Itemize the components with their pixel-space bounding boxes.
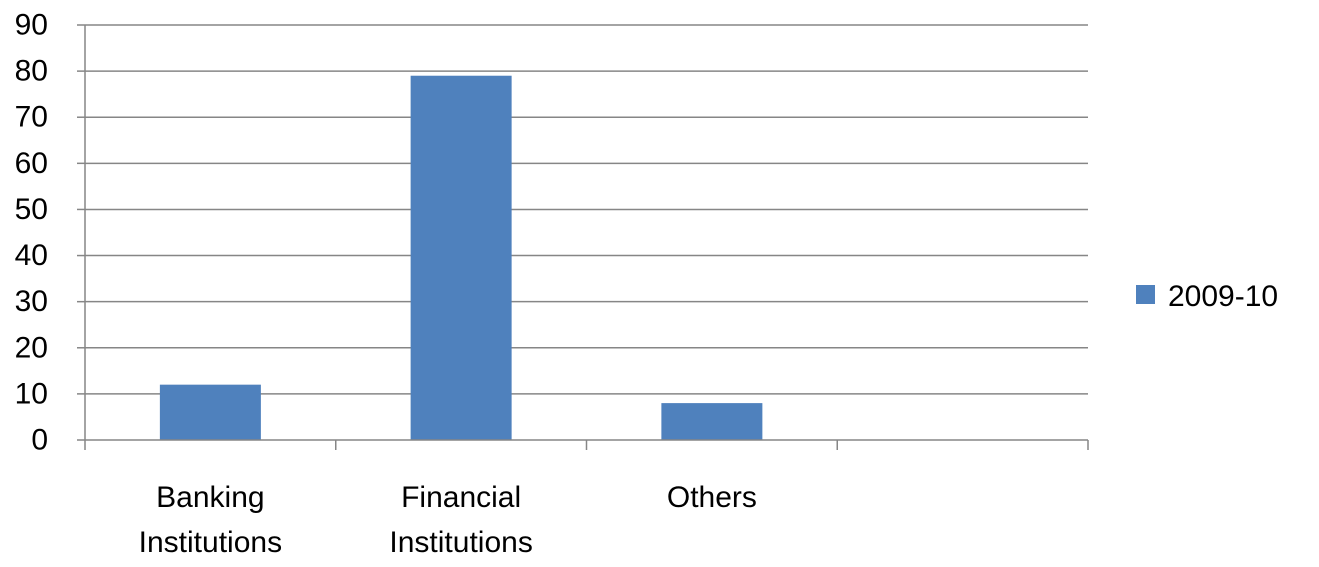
bar	[661, 403, 763, 440]
y-tick-label: 10	[15, 377, 48, 410]
bar	[159, 384, 261, 440]
category-label: Banking	[156, 481, 264, 514]
y-tick-labels: 0 10 20 30 40 50 60 70 80 90	[15, 9, 48, 457]
y-tick-label: 70	[15, 101, 48, 134]
legend-swatch	[1136, 285, 1155, 304]
y-tick-label: 40	[15, 239, 48, 272]
category-label: Institutions	[389, 526, 532, 559]
axes	[77, 24, 1089, 450]
y-tick-label: 30	[15, 285, 48, 318]
bars	[159, 75, 763, 440]
y-tick-label: 90	[15, 9, 48, 42]
y-tick-label: 20	[15, 331, 48, 364]
y-tick-label: 60	[15, 147, 48, 180]
category-label: Institutions	[139, 526, 282, 559]
legend: 2009-10	[1136, 280, 1278, 313]
category-label: Others	[667, 481, 757, 514]
gridlines	[85, 24, 1088, 395]
y-tick-label: 50	[15, 193, 48, 226]
category-label: Financial	[401, 481, 521, 514]
legend-label: 2009-10	[1168, 280, 1278, 313]
bar	[410, 75, 512, 440]
y-tick-label: 0	[31, 424, 48, 457]
category-labels: Banking Institutions Financial Institutions…	[139, 481, 757, 559]
y-tick-label: 80	[15, 55, 48, 88]
